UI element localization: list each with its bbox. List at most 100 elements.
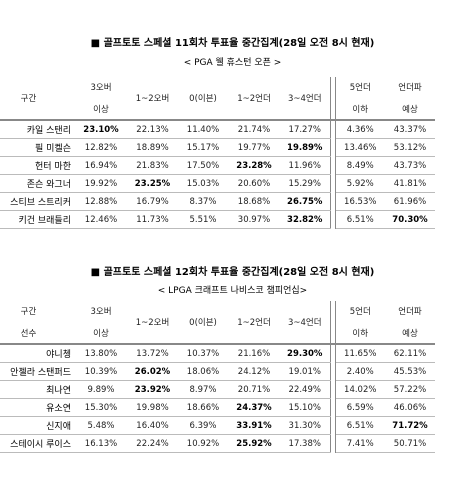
percent-cell: 6.51% xyxy=(335,210,385,229)
percent-cell: 19.77% xyxy=(228,138,280,157)
data-row: 존슨 와그너 19.92% 23.25% 15.03% 20.60% 15.29% 5.92… xyxy=(0,174,435,193)
percent-cell: 19.89% xyxy=(280,138,330,157)
percent-cell: 13.80% xyxy=(75,344,127,363)
percent-cell: 24.12% xyxy=(228,362,280,381)
table-subtitle: < LPGA 크래프트 나비스코 챔피언십> xyxy=(157,286,308,296)
percent-cell: 21.16% xyxy=(228,344,280,363)
percent-cell: 57.22% xyxy=(385,380,435,399)
player-name: 스테이시 루이스 xyxy=(0,434,75,453)
percent-cell: 23.28% xyxy=(228,156,280,175)
percent-cell: 23.10% xyxy=(75,120,127,139)
percent-cell: 8.49% xyxy=(335,156,385,175)
percent-cell: 22.24% xyxy=(127,434,178,453)
player-name: 키건 브래들리 xyxy=(0,210,75,229)
percent-cell: 16.53% xyxy=(335,192,385,211)
data-table: 구간 3오버 이상 1~2오버 0(이븐) 1~2언더 3~4언더 5언더 이하 언더파 예상 카일 … xyxy=(0,77,435,229)
percent-cell: 30.97% xyxy=(228,210,280,229)
percent-cell: 22.13% xyxy=(127,120,178,139)
percent-cell: 23.25% xyxy=(127,174,178,193)
percent-cell: 17.50% xyxy=(178,156,228,175)
gap xyxy=(329,120,336,139)
percent-cell: 17.38% xyxy=(280,434,330,453)
percent-cell: 41.81% xyxy=(385,174,435,193)
gap xyxy=(329,362,336,381)
percent-cell: 23.92% xyxy=(127,380,178,399)
percent-cell: 9.89% xyxy=(75,380,127,399)
data-row: 신지애 5.48% 16.40% 6.39% 33.91% 31.30% 6.51% 71.7… xyxy=(0,416,435,435)
percent-cell: 18.06% xyxy=(178,362,228,381)
column-header: 1~2언더 xyxy=(228,77,280,121)
column-header: 5언더 이하 xyxy=(335,77,386,121)
data-row: 스테이시 루이스 16.13% 22.24% 10.92% 25.92% 17.38% 7.… xyxy=(0,434,435,453)
percent-cell: 18.89% xyxy=(127,138,178,157)
percent-cell: 50.71% xyxy=(385,434,435,453)
header-text: 1~2오버 xyxy=(135,318,170,328)
percent-cell: 12.46% xyxy=(75,210,127,229)
percent-cell: 7.41% xyxy=(335,434,385,453)
header-lines: 구간 선수 xyxy=(0,305,75,339)
percent-cell: 32.82% xyxy=(280,210,330,229)
percent-cell: 16.40% xyxy=(127,416,178,435)
percent-cell: 62.11% xyxy=(385,344,435,363)
header-text: 1~2언더 xyxy=(237,318,271,328)
percent-cell: 19.98% xyxy=(127,398,178,417)
gap xyxy=(329,416,336,435)
player-name: 신지애 xyxy=(0,416,75,435)
header-lines: 5언더 이하 xyxy=(336,305,386,339)
column-header: 언더파 예상 xyxy=(385,301,435,345)
percent-cell: 11.96% xyxy=(280,156,330,175)
gap xyxy=(329,77,336,121)
percent-cell: 43.37% xyxy=(385,120,435,139)
header-text: 1~2오버 xyxy=(135,94,170,104)
header-lines: 언더파 예상 xyxy=(385,305,435,339)
percent-cell: 53.12% xyxy=(385,138,435,157)
player-name: 유소연 xyxy=(0,398,75,417)
percent-cell: 10.92% xyxy=(178,434,228,453)
header-text: 0(이븐) xyxy=(189,318,217,328)
header-text: 3오버 xyxy=(90,83,112,93)
table-title: ■ 골프토토 스페셜 12회차 투표율 중간집계(28일 오전 8시 현재) xyxy=(90,267,375,278)
data-row: 야니쳉 13.80% 13.72% 10.37% 21.16% 29.30% 11.65% 6… xyxy=(0,344,435,363)
header-text: 3~4언더 xyxy=(287,94,322,104)
column-header: 3오버 이상 xyxy=(75,301,127,345)
gap xyxy=(329,344,336,363)
player-name: 최나연 xyxy=(0,380,75,399)
gap xyxy=(329,156,336,175)
percent-cell: 19.01% xyxy=(280,362,330,381)
header-text: 3~4언더 xyxy=(287,318,322,328)
header-text: 예상 xyxy=(402,105,418,115)
percent-cell: 8.97% xyxy=(178,380,228,399)
percent-cell: 12.82% xyxy=(75,138,127,157)
percent-cell: 14.02% xyxy=(335,380,385,399)
percent-cell: 11.73% xyxy=(127,210,178,229)
data-row: 카일 스탠리 23.10% 22.13% 11.40% 21.74% 17.27% 4.36… xyxy=(0,120,435,139)
player-name: 안젤라 스탠퍼드 xyxy=(0,362,75,381)
percent-cell: 4.36% xyxy=(335,120,385,139)
header-lines: 5언더 이하 xyxy=(336,81,386,115)
column-header: 0(이븐) xyxy=(178,77,228,121)
table-subtitle: < PGA 웰 휴스턴 오픈 > xyxy=(183,58,282,68)
player-name: 존슨 와그너 xyxy=(0,174,75,193)
percent-cell: 15.30% xyxy=(75,398,127,417)
player-name: 스티브 스트리커 xyxy=(0,192,75,211)
percent-cell: 20.71% xyxy=(228,380,280,399)
data-row: 헌터 마한 16.94% 21.83% 17.50% 23.28% 11.96% 8.49%… xyxy=(0,156,435,175)
header-text: 선수 xyxy=(20,329,37,339)
header-text: 예상 xyxy=(402,329,418,339)
percent-cell: 45.53% xyxy=(385,362,435,381)
player-name: 야니쳉 xyxy=(0,344,75,363)
percent-cell: 46.06% xyxy=(385,398,435,417)
gap xyxy=(329,210,336,229)
percent-cell: 6.59% xyxy=(335,398,385,417)
header-text: 이상 xyxy=(93,105,109,115)
header-text: 이하 xyxy=(352,329,369,339)
percent-cell: 5.48% xyxy=(75,416,127,435)
gap xyxy=(329,192,336,211)
header-text: 3오버 xyxy=(90,307,112,317)
percent-cell: 18.68% xyxy=(228,192,280,211)
percent-cell: 29.30% xyxy=(280,344,330,363)
header-text: 언더파 xyxy=(398,83,422,93)
